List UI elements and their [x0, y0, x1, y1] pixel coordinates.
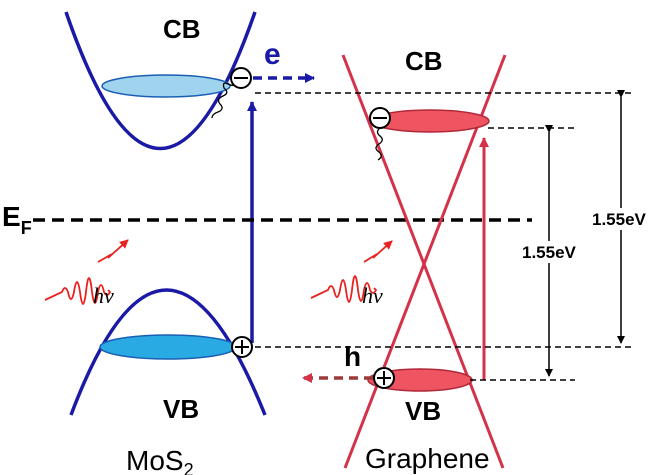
- graphene-dirac-line-left: [341, 54, 505, 469]
- graphene-hole-symbol: [373, 367, 395, 389]
- hole-label: h: [344, 341, 361, 372]
- mos2-vb-hole-population: [99, 334, 237, 360]
- mos2-photon-label: hν: [93, 283, 114, 308]
- mos2-vb-label: VB: [163, 394, 199, 424]
- electron-label: e: [264, 38, 281, 71]
- inner-gap-label: 1.55eV: [522, 243, 577, 262]
- mos2-hole-symbol: [231, 336, 253, 358]
- graphene-photon: [310, 240, 393, 303]
- mos2-relaxation-wiggle: [211, 82, 241, 119]
- graphene-vb-label: VB: [405, 396, 441, 426]
- outer-gap-label-bg: [591, 208, 649, 230]
- graphene-relaxation-wiggle: [375, 127, 383, 161]
- graphene-photon-label: hν: [362, 283, 383, 308]
- graphene-material-label: Graphene: [365, 443, 490, 474]
- mos2-cb-label: CB: [163, 14, 201, 44]
- mos2-electron-symbol: [230, 67, 252, 89]
- outer-gap-label: 1.55eV: [592, 210, 647, 229]
- fermi-level-label: EF: [2, 201, 32, 238]
- graphene-electron-symbol: [369, 107, 391, 129]
- inner-gap-label-bg: [521, 241, 579, 263]
- mos2-photon: [44, 239, 129, 305]
- mos2-material-label: MoS2: [126, 445, 194, 475]
- graphene-cb-label: CB: [405, 46, 443, 76]
- mos2-conduction-band: [64, 11, 257, 151]
- mos2-cb-electron-population: [101, 74, 231, 98]
